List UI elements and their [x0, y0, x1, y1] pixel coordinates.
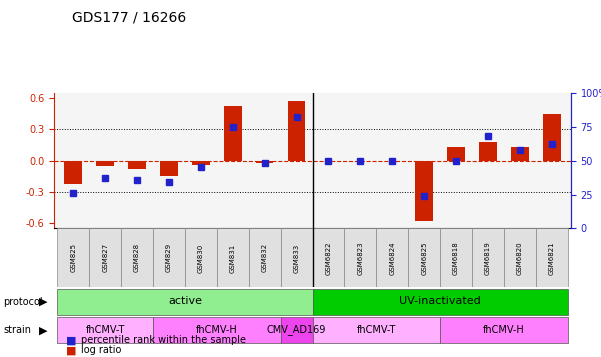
Text: protocol: protocol	[3, 297, 43, 307]
Text: ▶: ▶	[39, 297, 47, 307]
Bar	[64, 161, 82, 183]
Text: GDS177 / 16266: GDS177 / 16266	[72, 11, 186, 25]
Text: ■: ■	[66, 335, 76, 345]
Text: GSM6819: GSM6819	[485, 241, 491, 275]
Text: active: active	[168, 296, 202, 306]
FancyBboxPatch shape	[344, 228, 376, 287]
FancyBboxPatch shape	[504, 228, 536, 287]
Text: GSM6824: GSM6824	[389, 241, 395, 275]
Text: GSM830: GSM830	[198, 243, 204, 272]
FancyBboxPatch shape	[153, 317, 281, 343]
Text: GSM833: GSM833	[293, 243, 299, 272]
Text: GSM828: GSM828	[134, 243, 140, 272]
Bar	[96, 161, 114, 166]
Bar	[479, 142, 497, 161]
Text: fhCMV-T: fhCMV-T	[356, 325, 396, 335]
Bar	[128, 161, 146, 169]
Text: strain: strain	[3, 325, 31, 335]
FancyBboxPatch shape	[313, 289, 568, 315]
Bar	[288, 101, 305, 161]
Bar	[447, 147, 465, 161]
Text: GSM6818: GSM6818	[453, 241, 459, 275]
Text: GSM6821: GSM6821	[549, 241, 555, 275]
FancyBboxPatch shape	[249, 228, 281, 287]
Bar	[224, 106, 242, 161]
Text: CMV_AD169: CMV_AD169	[267, 324, 326, 335]
FancyBboxPatch shape	[536, 228, 568, 287]
FancyBboxPatch shape	[57, 228, 89, 287]
Text: GSM6820: GSM6820	[517, 241, 523, 275]
FancyBboxPatch shape	[281, 228, 313, 287]
FancyBboxPatch shape	[57, 289, 313, 315]
Text: fhCMV-T: fhCMV-T	[85, 325, 125, 335]
FancyBboxPatch shape	[408, 228, 440, 287]
FancyBboxPatch shape	[281, 317, 313, 343]
Text: percentile rank within the sample: percentile rank within the sample	[81, 335, 246, 345]
FancyBboxPatch shape	[376, 228, 408, 287]
Text: GSM832: GSM832	[261, 243, 267, 272]
FancyBboxPatch shape	[313, 228, 344, 287]
Bar	[511, 147, 529, 161]
Text: GSM6823: GSM6823	[358, 241, 364, 275]
Text: GSM825: GSM825	[70, 243, 76, 272]
Text: ▶: ▶	[39, 325, 47, 335]
Bar	[256, 161, 273, 163]
Text: fhCMV-H: fhCMV-H	[483, 325, 525, 335]
FancyBboxPatch shape	[89, 228, 121, 287]
Text: fhCMV-H: fhCMV-H	[196, 325, 237, 335]
FancyBboxPatch shape	[313, 317, 440, 343]
Bar	[160, 161, 178, 176]
Text: GSM827: GSM827	[102, 243, 108, 272]
Bar	[543, 114, 561, 161]
FancyBboxPatch shape	[472, 228, 504, 287]
FancyBboxPatch shape	[153, 228, 185, 287]
Text: ■: ■	[66, 345, 76, 355]
Text: GSM6822: GSM6822	[326, 241, 332, 275]
Bar	[192, 161, 210, 165]
Text: log ratio: log ratio	[81, 345, 121, 355]
Text: GSM831: GSM831	[230, 243, 236, 272]
FancyBboxPatch shape	[185, 228, 217, 287]
Text: UV-inactivated: UV-inactivated	[399, 296, 481, 306]
FancyBboxPatch shape	[57, 317, 153, 343]
FancyBboxPatch shape	[440, 317, 568, 343]
FancyBboxPatch shape	[440, 228, 472, 287]
FancyBboxPatch shape	[217, 228, 249, 287]
Text: GSM6825: GSM6825	[421, 241, 427, 275]
Bar	[415, 161, 433, 221]
Text: GSM829: GSM829	[166, 243, 172, 272]
FancyBboxPatch shape	[121, 228, 153, 287]
